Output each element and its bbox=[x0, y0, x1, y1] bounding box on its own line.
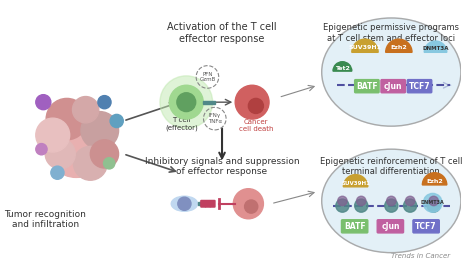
Circle shape bbox=[387, 196, 396, 206]
Ellipse shape bbox=[322, 149, 461, 253]
Text: PFN
GzmB: PFN GzmB bbox=[200, 72, 216, 82]
Wedge shape bbox=[386, 39, 412, 52]
Wedge shape bbox=[424, 41, 447, 52]
Circle shape bbox=[91, 140, 118, 168]
Circle shape bbox=[160, 76, 213, 129]
Circle shape bbox=[73, 146, 107, 180]
Text: cJun: cJun bbox=[381, 222, 400, 231]
Text: TCF7: TCF7 bbox=[415, 222, 437, 231]
Circle shape bbox=[427, 199, 440, 212]
Text: DNMT3A: DNMT3A bbox=[421, 200, 445, 205]
Text: T cell
(effector): T cell (effector) bbox=[165, 117, 198, 131]
FancyBboxPatch shape bbox=[201, 200, 206, 207]
Circle shape bbox=[356, 196, 366, 206]
Wedge shape bbox=[333, 62, 352, 71]
Text: Activation of the T cell
effector response: Activation of the T cell effector respon… bbox=[167, 22, 277, 44]
Text: Ezh2: Ezh2 bbox=[426, 179, 443, 184]
FancyBboxPatch shape bbox=[381, 80, 405, 93]
Circle shape bbox=[36, 95, 51, 110]
Wedge shape bbox=[352, 39, 378, 52]
Circle shape bbox=[45, 139, 75, 169]
Circle shape bbox=[46, 117, 106, 177]
FancyBboxPatch shape bbox=[341, 220, 368, 233]
Text: cJun: cJun bbox=[384, 82, 402, 91]
Text: IFNγ
TNFα: IFNγ TNFα bbox=[208, 113, 222, 124]
Text: Epigenetic reinforcement of T cell
terminal differentiation: Epigenetic reinforcement of T cell termi… bbox=[320, 157, 463, 176]
Circle shape bbox=[103, 158, 115, 169]
FancyBboxPatch shape bbox=[413, 220, 439, 233]
Text: Inhibitory signals and suppression
of effector response: Inhibitory signals and suppression of ef… bbox=[145, 157, 300, 176]
Circle shape bbox=[98, 96, 111, 109]
Circle shape bbox=[385, 199, 398, 212]
Circle shape bbox=[73, 97, 99, 123]
Circle shape bbox=[245, 200, 258, 213]
Wedge shape bbox=[343, 175, 368, 187]
Text: Tumor recognition
and infiltration: Tumor recognition and infiltration bbox=[4, 210, 86, 229]
Text: Epigenetic permissive programs
at T cell stem and effector loci: Epigenetic permissive programs at T cell… bbox=[323, 23, 459, 43]
Circle shape bbox=[81, 112, 118, 149]
Circle shape bbox=[233, 189, 264, 219]
Circle shape bbox=[429, 196, 438, 206]
FancyArrow shape bbox=[203, 101, 215, 103]
FancyBboxPatch shape bbox=[206, 200, 210, 207]
Text: TCF7: TCF7 bbox=[409, 82, 430, 91]
Circle shape bbox=[36, 144, 47, 155]
Text: SUV39H1: SUV39H1 bbox=[348, 45, 382, 50]
Circle shape bbox=[177, 93, 196, 112]
Ellipse shape bbox=[171, 196, 198, 211]
Circle shape bbox=[36, 118, 70, 152]
FancyBboxPatch shape bbox=[407, 80, 432, 93]
Circle shape bbox=[337, 196, 347, 206]
Circle shape bbox=[178, 197, 191, 210]
FancyBboxPatch shape bbox=[210, 200, 215, 207]
Text: Tet2: Tet2 bbox=[335, 66, 350, 71]
Circle shape bbox=[235, 85, 269, 119]
Text: BATF: BATF bbox=[356, 82, 378, 91]
FancyBboxPatch shape bbox=[355, 80, 379, 93]
Circle shape bbox=[355, 199, 368, 212]
Text: Cancer
cell death: Cancer cell death bbox=[238, 119, 273, 132]
Text: SUV39H1: SUV39H1 bbox=[341, 180, 370, 186]
Text: DNMT3A: DNMT3A bbox=[422, 46, 449, 51]
Circle shape bbox=[110, 114, 123, 127]
Text: Trends in Cancer: Trends in Cancer bbox=[391, 253, 450, 259]
Circle shape bbox=[405, 196, 415, 206]
Circle shape bbox=[403, 199, 417, 212]
Ellipse shape bbox=[322, 18, 461, 126]
Wedge shape bbox=[422, 173, 447, 185]
Circle shape bbox=[248, 98, 264, 114]
Circle shape bbox=[169, 85, 203, 119]
Circle shape bbox=[51, 166, 64, 179]
Circle shape bbox=[336, 199, 349, 212]
FancyArrow shape bbox=[198, 202, 211, 205]
Circle shape bbox=[46, 98, 88, 140]
Text: BATF: BATF bbox=[344, 222, 365, 231]
FancyBboxPatch shape bbox=[377, 220, 403, 233]
Circle shape bbox=[423, 193, 442, 212]
Text: Ezh2: Ezh2 bbox=[391, 45, 407, 50]
